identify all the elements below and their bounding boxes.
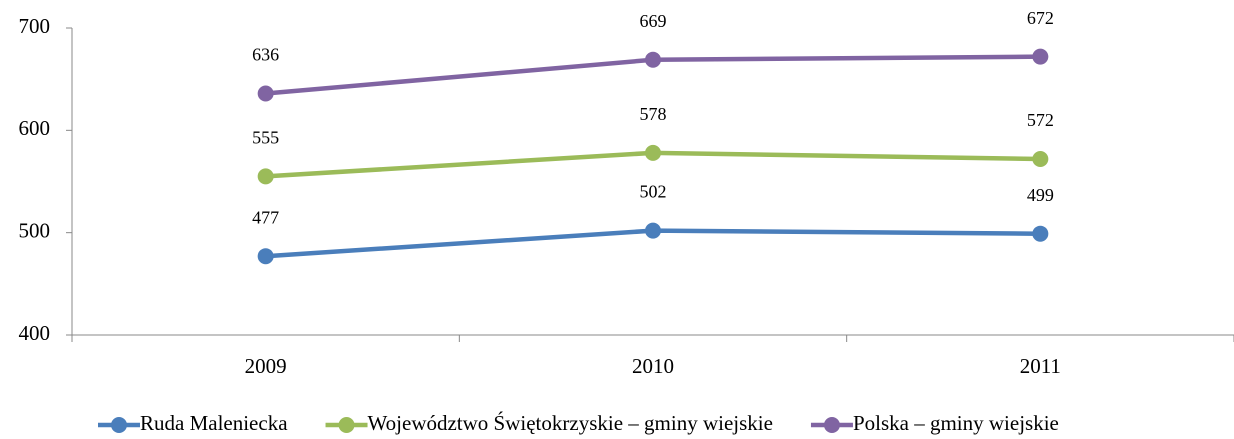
marker [257, 85, 274, 102]
data-label: 572 [1027, 110, 1054, 130]
data-label: 499 [1027, 185, 1054, 205]
legend-label: Województwo Świętokrzyskie – gminy wiejs… [368, 411, 773, 435]
marker [645, 51, 661, 68]
marker [1032, 225, 1049, 242]
x-tick-label: 2011 [1020, 354, 1061, 378]
marker [257, 168, 274, 185]
legend-marker [823, 417, 840, 433]
data-label: 477 [252, 207, 279, 227]
marker [1032, 150, 1049, 167]
data-label: 636 [252, 45, 279, 65]
data-label: 578 [640, 104, 667, 124]
data-label: 669 [640, 11, 667, 31]
y-tick-label: 500 [19, 218, 51, 242]
legend-marker [338, 417, 355, 433]
y-tick-label: 600 [19, 116, 51, 140]
marker [257, 248, 274, 265]
x-tick-label: 2010 [632, 354, 674, 378]
data-label: 555 [252, 128, 279, 148]
legend-label: Polska – gminy wiejskie [853, 411, 1059, 435]
legend-label: Ruda Maleniecka [140, 411, 288, 435]
y-tick-label: 700 [19, 14, 51, 38]
data-label: 672 [1027, 8, 1054, 28]
x-tick-label: 2009 [245, 354, 287, 378]
data-label: 502 [640, 182, 667, 202]
y-tick-label: 400 [19, 321, 51, 345]
marker [1032, 48, 1049, 65]
marker [645, 222, 661, 239]
legend-marker [111, 417, 127, 433]
marker [645, 144, 661, 161]
